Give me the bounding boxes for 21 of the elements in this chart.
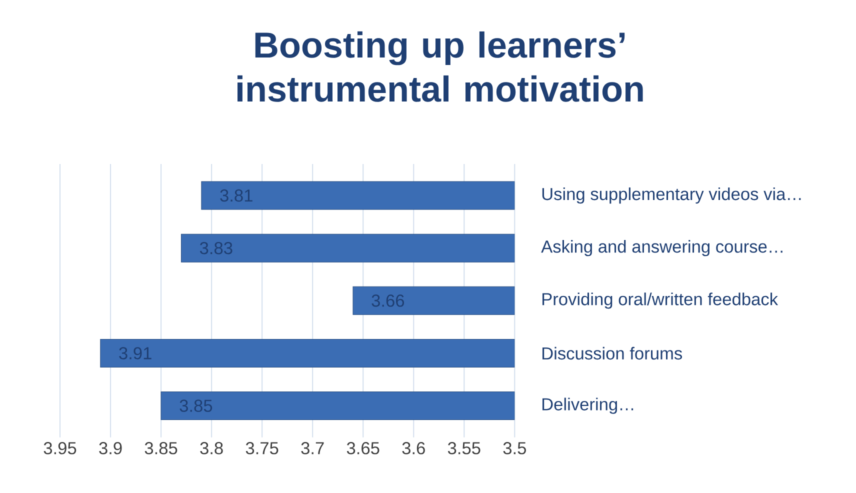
x-tick-label: 3.8: [200, 442, 223, 454]
chart-title: Boosting up learners’ instrumental motivation: [237, 31, 643, 102]
x-tick-label: 3.55: [448, 442, 480, 454]
y-tick-label: Using supplementary videos via…: [542, 187, 801, 204]
y-tick-label: Discussion forums: [542, 346, 682, 360]
y-tick-label: Providing oral/written feedback: [542, 292, 778, 309]
data-label: 3.83: [200, 242, 232, 254]
y-tick-label: Delivering…: [542, 398, 634, 414]
x-tick-label: 3.5: [503, 442, 526, 454]
x-tick-label: 3.85: [144, 442, 178, 454]
x-tick-label: 3.9: [99, 442, 122, 454]
data-label: 3.91: [119, 346, 152, 360]
data-label: 3.81: [220, 189, 252, 202]
x-tick-label: 3.65: [346, 442, 380, 454]
x-tick-label: 3.6: [402, 442, 425, 454]
data-label: 3.66: [372, 294, 404, 307]
data-label: 3.85: [180, 399, 212, 412]
x-tick-label: 3.95: [44, 442, 76, 454]
x-tick-label: 3.7: [301, 442, 324, 454]
y-tick-label: Asking and answering course…: [541, 240, 782, 256]
x-tick-label: 3.75: [246, 442, 278, 454]
